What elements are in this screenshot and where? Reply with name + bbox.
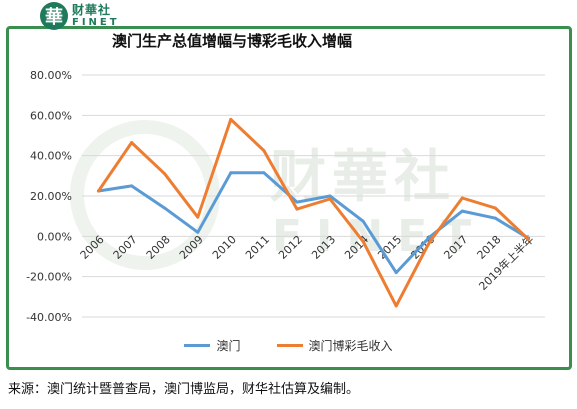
- data-point-series-0: [394, 271, 398, 275]
- y-tick-label: -40.00%: [26, 311, 72, 324]
- data-point-series-0: [196, 230, 200, 234]
- legend-label-macau: 澳门: [216, 339, 241, 353]
- x-tick-label: 2009: [177, 233, 206, 262]
- y-tick-label: 0.00%: [37, 230, 72, 243]
- y-tick-label: 40.00%: [30, 150, 72, 163]
- legend-swatch-gaming: [276, 344, 303, 347]
- brand-name-en: FINET: [72, 17, 120, 28]
- data-point-series-0: [460, 209, 464, 213]
- x-tick-label: 2008: [144, 233, 173, 262]
- chart-title: 澳门生产总值增幅与博彩毛收入增幅: [112, 32, 353, 50]
- brand-name-cn: 财華社: [72, 3, 112, 17]
- y-tick-label: 60.00%: [30, 109, 72, 122]
- data-point-series-1: [130, 141, 134, 145]
- data-point-series-0: [262, 171, 266, 175]
- x-tick-label: 2018: [475, 233, 504, 262]
- data-point-series-0: [229, 171, 233, 175]
- data-point-series-1: [493, 206, 497, 210]
- brand-logo-text: 财華社 FINET: [72, 4, 120, 28]
- y-tick-label: 80.00%: [30, 69, 72, 82]
- x-tick-label: 2011: [243, 233, 272, 262]
- data-point-series-1: [328, 197, 332, 201]
- x-tick-label: 2006: [78, 233, 107, 262]
- data-point-series-1: [163, 172, 167, 176]
- data-point-series-0: [163, 206, 167, 210]
- data-point-series-0: [361, 219, 365, 223]
- brand-logo: 華 财華社 FINET: [40, 2, 120, 30]
- data-point-series-0: [493, 216, 497, 220]
- legend-label-gaming: 澳门博彩毛收入: [308, 339, 393, 353]
- source-note: 来源：澳门统计暨普查局，澳门博监局，财华社估算及编制。: [8, 382, 360, 397]
- data-point-series-1: [229, 117, 233, 121]
- legend-item-macau: 澳门: [184, 337, 241, 354]
- data-point-series-0: [427, 235, 431, 239]
- data-point-series-0: [328, 194, 332, 198]
- x-tick-label: 2017: [441, 233, 470, 262]
- data-point-series-1: [394, 304, 398, 308]
- chart-legend: 澳门 澳门博彩毛收入: [0, 337, 577, 354]
- data-point-series-0: [130, 184, 134, 188]
- data-point-series-1: [460, 196, 464, 200]
- data-point-series-1: [196, 215, 200, 219]
- series-line-0: [97, 171, 530, 275]
- x-tick-label: 2007: [111, 233, 140, 262]
- y-tick-label: -20.00%: [26, 271, 72, 284]
- x-tick-label: 2012: [276, 233, 305, 262]
- x-tick-label: 2013: [309, 233, 338, 262]
- data-point-series-1: [262, 149, 266, 153]
- y-tick-label: 20.00%: [30, 190, 72, 203]
- brand-logo-icon: 華: [40, 2, 68, 30]
- data-point-series-1: [427, 240, 431, 244]
- series-line-1: [97, 117, 530, 308]
- legend-item-gaming: 澳门博彩毛收入: [276, 337, 393, 354]
- data-point-series-0: [295, 200, 299, 204]
- x-tick-label: 2010: [210, 233, 239, 262]
- data-point-series-1: [361, 239, 365, 243]
- legend-swatch-macau: [184, 344, 211, 347]
- data-point-series-1: [295, 207, 299, 211]
- data-point-series-1: [97, 189, 101, 193]
- data-point-series-1: [526, 237, 530, 241]
